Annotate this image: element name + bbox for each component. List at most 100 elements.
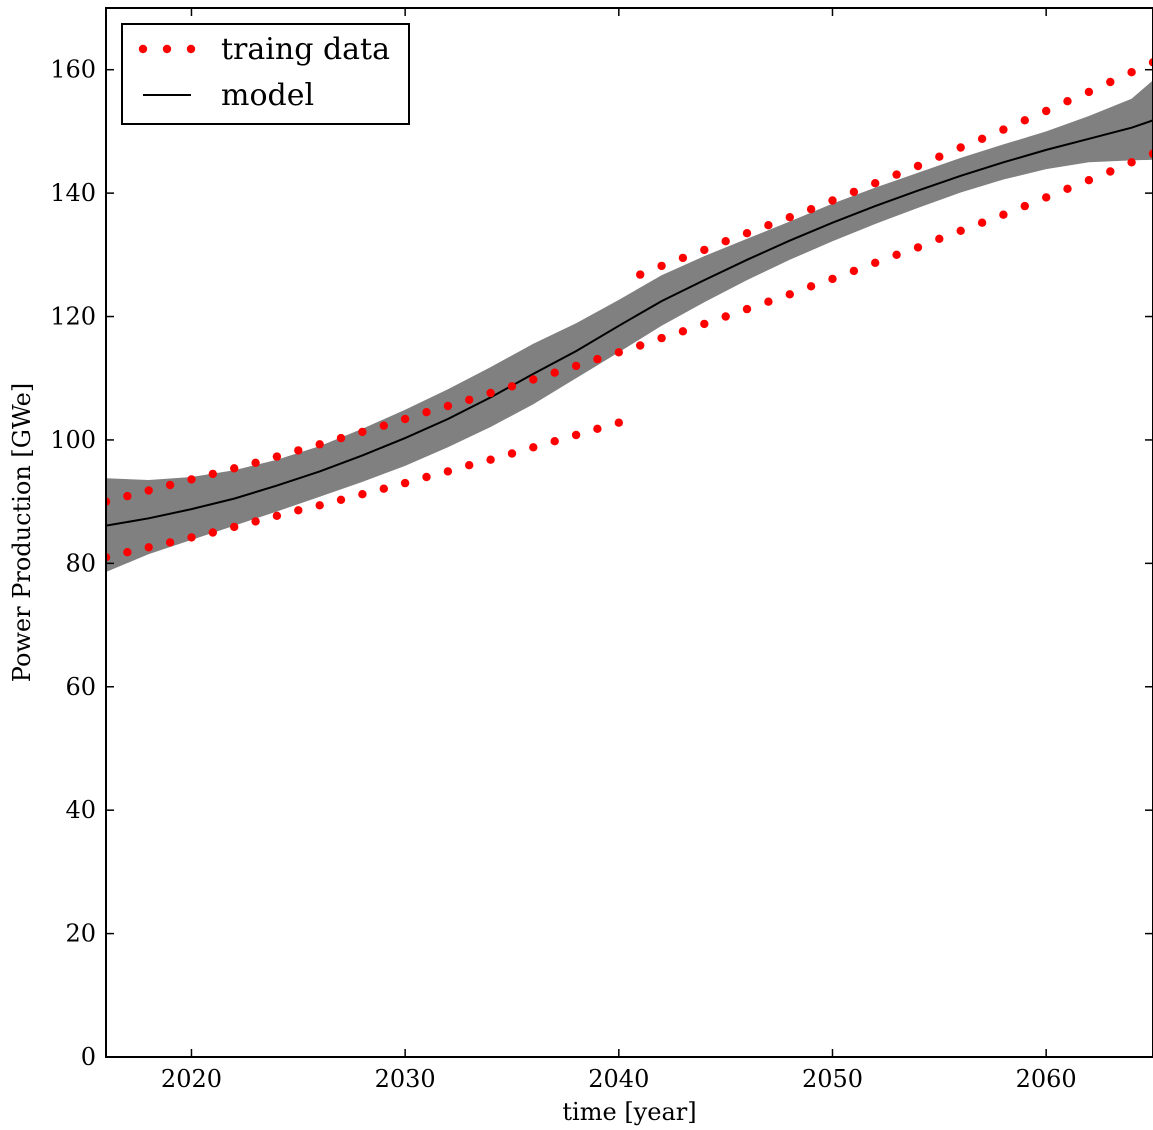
training-data-point <box>999 125 1008 134</box>
training-data-point <box>400 414 410 424</box>
training-data-point <box>465 461 474 470</box>
y-axis-ticks: 0 20 40 60 80 100 120 140 160 <box>50 56 1153 1071</box>
training-data-point <box>507 382 517 391</box>
training-data-point <box>700 245 709 255</box>
training-data-point <box>935 152 944 161</box>
training-data-point <box>550 368 559 377</box>
training-data-point <box>636 270 645 279</box>
training-data-point <box>721 312 730 321</box>
training-data-point <box>999 210 1008 219</box>
training-data-point <box>742 229 752 238</box>
training-data-point <box>785 213 794 222</box>
training-data-point <box>529 443 538 452</box>
y-tick-label: 120 <box>50 303 96 331</box>
training-data-point <box>379 484 388 493</box>
training-data-point <box>678 253 688 263</box>
training-data-point <box>465 395 474 404</box>
training-data-point <box>849 266 859 276</box>
training-data-point <box>1020 201 1029 211</box>
training-data-point <box>849 187 859 197</box>
training-data-point <box>379 421 388 430</box>
training-data-point <box>828 274 837 284</box>
training-data-point <box>721 237 730 246</box>
training-data-point <box>336 495 346 504</box>
training-data-point <box>1084 176 1094 185</box>
training-data-point <box>1106 167 1115 176</box>
y-axis-label: Power Production [GWe] <box>8 383 36 682</box>
training-data-point <box>593 354 602 364</box>
training-data-point <box>614 418 623 427</box>
training-data-point <box>1106 77 1115 87</box>
training-data-point <box>358 490 367 499</box>
training-data-point <box>230 464 239 473</box>
training-data-point <box>550 437 559 446</box>
training-data-point <box>977 134 987 143</box>
training-data-point <box>913 161 923 171</box>
training-data-point <box>1148 149 1153 158</box>
training-data-point <box>571 361 581 371</box>
x-tick-label: 2060 <box>1016 1065 1077 1093</box>
training-data-point <box>208 469 217 479</box>
training-data-point <box>294 446 303 455</box>
training-data-point <box>892 250 901 259</box>
training-data-point <box>443 401 453 411</box>
training-data-point <box>251 517 260 526</box>
legend-marker-training <box>162 44 172 54</box>
training-data-point <box>828 196 837 205</box>
training-data-point <box>422 408 431 417</box>
legend-label-model: model <box>221 78 314 113</box>
training-data-point <box>336 433 346 443</box>
training-data-point <box>742 304 752 314</box>
training-data-point <box>443 467 453 476</box>
y-tick-label: 60 <box>65 673 96 701</box>
training-data-point <box>1042 106 1051 116</box>
training-points-layer <box>106 58 1153 562</box>
x-tick-label: 2020 <box>161 1065 222 1093</box>
model-line-layer <box>106 119 1153 527</box>
legend-box <box>121 23 410 125</box>
training-data-point <box>956 226 965 235</box>
training-data-point <box>956 143 965 152</box>
training-data-point <box>657 261 666 271</box>
training-data-point <box>272 511 282 520</box>
training-data-point <box>764 221 773 230</box>
training-data-point <box>913 243 923 252</box>
training-data-point <box>700 319 709 329</box>
training-data-point <box>871 179 880 188</box>
training-data-point <box>1042 193 1051 202</box>
legend-marker-training <box>138 44 148 54</box>
training-data-point <box>678 327 688 336</box>
y-tick-label: 20 <box>65 920 96 948</box>
training-data-point <box>657 333 666 343</box>
x-tick-label: 2030 <box>375 1065 436 1093</box>
training-data-point <box>764 297 773 306</box>
y-tick-label: 40 <box>65 796 96 824</box>
training-data-point <box>935 234 944 243</box>
training-data-point <box>486 455 495 464</box>
training-data-point <box>806 282 816 291</box>
training-data-point <box>636 341 645 350</box>
training-data-point <box>272 452 282 461</box>
training-data-point <box>871 258 880 267</box>
training-data-point <box>315 501 324 510</box>
x-tick-label: 2050 <box>802 1065 863 1093</box>
training-data-point <box>529 375 538 384</box>
training-data-point <box>785 290 794 299</box>
x-axis-ticks: 2020 2030 2040 2050 2060 <box>161 8 1077 1093</box>
training-data-point <box>593 424 602 433</box>
x-tick-label: 2040 <box>588 1065 649 1093</box>
training-data-point <box>294 506 303 515</box>
training-data-point <box>486 388 495 398</box>
training-data-point <box>315 440 324 449</box>
training-data-point <box>1148 58 1153 67</box>
training-data-point <box>507 449 517 458</box>
training-data-point <box>251 458 260 467</box>
training-data-point <box>614 348 623 357</box>
legend-marker-training <box>186 44 196 54</box>
training-data-point <box>358 427 367 437</box>
training-data-point <box>165 480 175 490</box>
training-data-point <box>144 486 153 495</box>
x-axis-label: time [year] <box>562 1098 696 1126</box>
training-data-point <box>1063 97 1072 106</box>
